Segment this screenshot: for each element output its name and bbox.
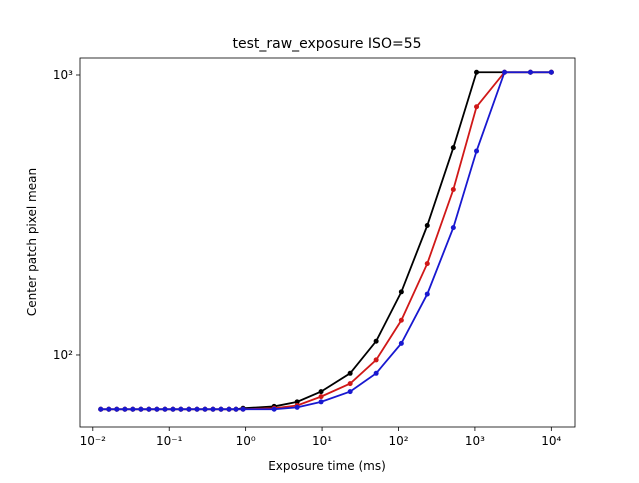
- y-tick-label: 10²: [53, 348, 73, 362]
- data-point: [154, 406, 160, 412]
- data-point: [114, 406, 120, 412]
- data-point: [194, 406, 200, 412]
- data-point: [170, 406, 176, 412]
- data-point: [202, 406, 208, 412]
- data-point: [398, 289, 404, 295]
- y-axis-label: Center patch pixel mean: [25, 168, 39, 316]
- x-tick-label: 10¹: [312, 434, 332, 448]
- data-point: [474, 69, 480, 75]
- x-tick-label: 10²: [388, 434, 408, 448]
- data-point: [162, 406, 168, 412]
- data-point: [210, 406, 216, 412]
- data-point: [527, 69, 533, 75]
- data-point: [318, 394, 324, 400]
- data-point: [347, 389, 353, 395]
- data-point: [424, 291, 430, 297]
- data-point: [450, 225, 456, 231]
- data-point: [347, 370, 353, 376]
- x-tick-label: 10⁻¹: [156, 434, 183, 448]
- data-point: [318, 389, 324, 395]
- data-point: [373, 370, 379, 376]
- data-point: [218, 406, 224, 412]
- data-point: [318, 399, 324, 405]
- data-point: [424, 223, 430, 229]
- x-tick-label: 10⁻²: [80, 434, 107, 448]
- x-tick-label: 10³: [465, 434, 485, 448]
- data-point: [373, 357, 379, 363]
- data-point: [130, 406, 136, 412]
- x-tick-label: 10⁴: [541, 434, 561, 448]
- data-point: [233, 406, 239, 412]
- data-point: [178, 406, 184, 412]
- data-point: [474, 104, 480, 110]
- data-point: [271, 406, 277, 412]
- data-point: [398, 317, 404, 323]
- data-point: [548, 69, 554, 75]
- data-point: [424, 261, 430, 267]
- plot-frame: [79, 57, 576, 428]
- data-point: [347, 381, 353, 387]
- data-point: [502, 69, 508, 75]
- data-point: [186, 406, 192, 412]
- data-point: [294, 404, 300, 410]
- data-point: [226, 406, 232, 412]
- data-point: [373, 338, 379, 344]
- data-point: [106, 406, 112, 412]
- data-point: [146, 406, 152, 412]
- data-point: [450, 186, 456, 192]
- data-point: [122, 406, 128, 412]
- data-point: [138, 406, 144, 412]
- data-point: [240, 406, 246, 412]
- data-point: [294, 399, 300, 405]
- data-point: [450, 145, 456, 151]
- data-point: [474, 148, 480, 154]
- data-point: [98, 406, 104, 412]
- chart-title: test_raw_exposure ISO=55: [232, 36, 421, 52]
- x-tick-label: 10⁰: [236, 434, 256, 448]
- x-axis-label: Exposure time (ms): [268, 459, 386, 473]
- y-tick-label: 10³: [53, 68, 73, 82]
- data-point: [398, 340, 404, 346]
